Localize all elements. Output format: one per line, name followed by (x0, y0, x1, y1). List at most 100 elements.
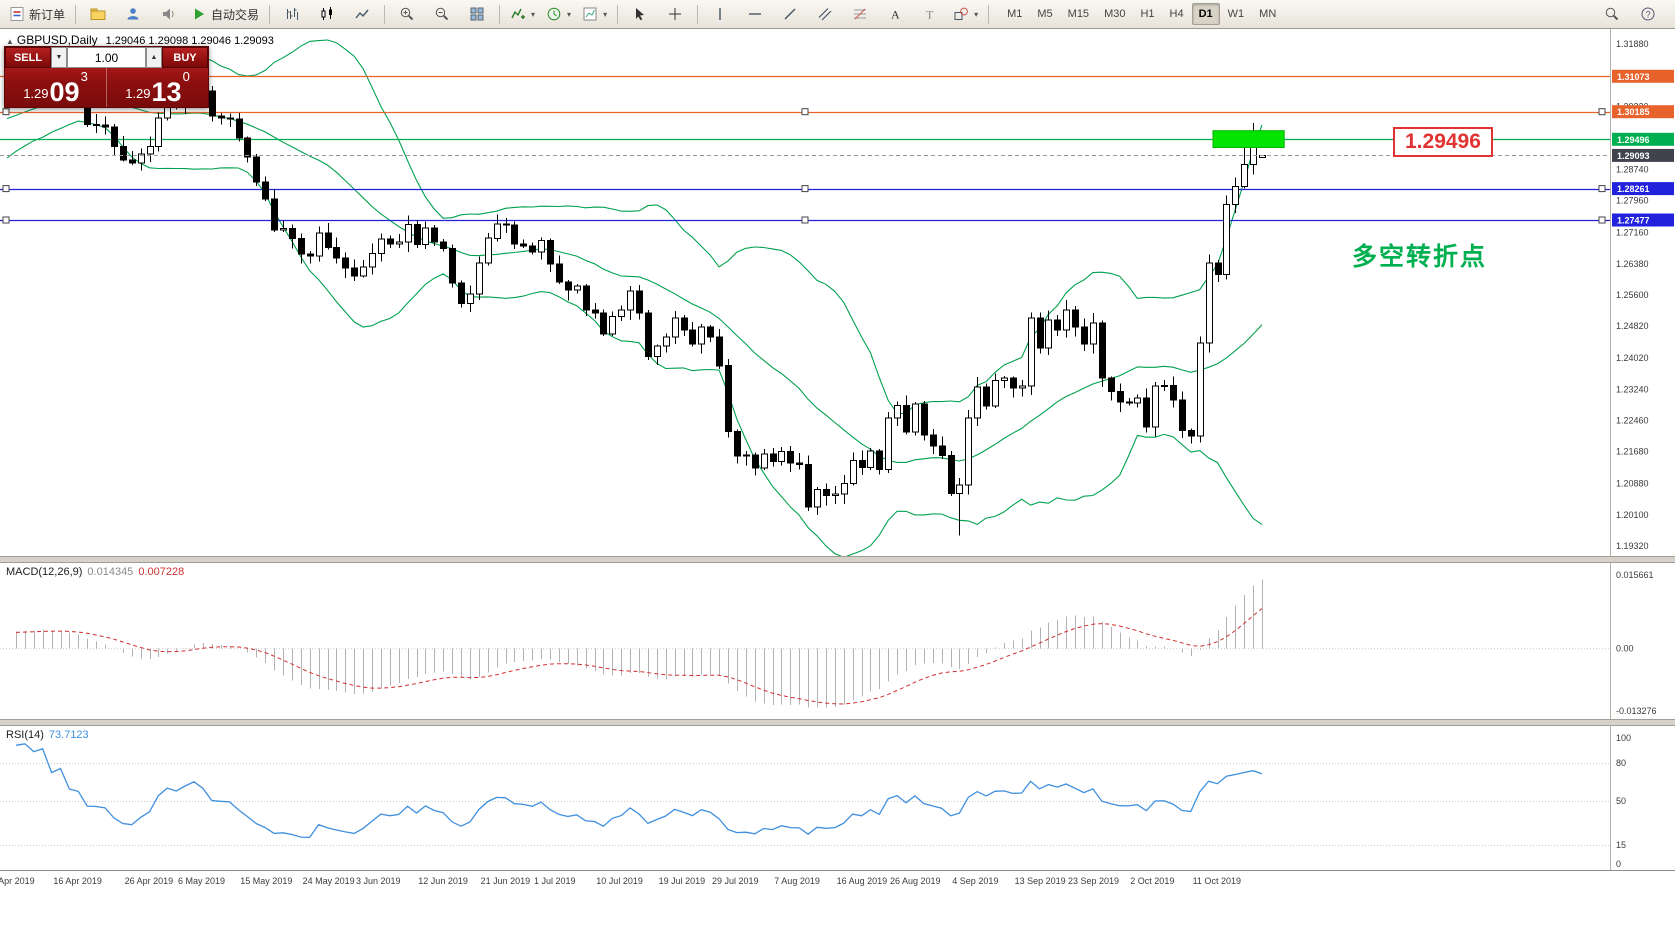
line-handle[interactable] (801, 216, 809, 224)
svg-text:1.24020: 1.24020 (1616, 353, 1649, 363)
timeframe-button-m15[interactable]: M15 (1067, 8, 1090, 20)
price-callout[interactable]: 1.29496 (1393, 127, 1493, 157)
svg-text:1.29093: 1.29093 (1617, 151, 1650, 161)
line-handle[interactable] (801, 185, 809, 193)
cursor-tool-button[interactable] (623, 2, 657, 26)
zoom-out-button[interactable] (425, 2, 459, 26)
timeframe-button-h4[interactable]: H4 (1169, 8, 1184, 20)
volume-input[interactable] (67, 47, 146, 68)
sell-button[interactable]: SELL (5, 47, 51, 68)
new-order-button[interactable]: 新订单 (4, 2, 70, 26)
search-button[interactable] (1595, 2, 1629, 26)
date-label: 13 Sep 2019 (1014, 876, 1066, 886)
label-tool-icon: T (926, 8, 934, 22)
toolbar-separator (617, 4, 619, 24)
volume-increment-button[interactable]: ▲ (146, 47, 162, 68)
price-tag-1.28261 (1612, 182, 1674, 196)
text-tool-button[interactable]: A (878, 2, 912, 26)
alerts-button[interactable] (151, 2, 185, 26)
svg-text:15: 15 (1616, 840, 1626, 850)
crosshair-tool-button[interactable] (658, 2, 692, 26)
main-chart-pane[interactable]: 1.318801.303201.287401.279601.271601.263… (0, 29, 1675, 556)
profiles-button[interactable] (116, 2, 150, 26)
help-button[interactable]: ? (1631, 2, 1665, 26)
buy-price[interactable]: 1.29 13 0 (107, 68, 208, 107)
time-axis[interactable]: 7 Apr 2019 16 Apr 2019 26 Apr 2019 6 May 20… (0, 870, 1675, 894)
templates-button[interactable]: ▾ (577, 2, 612, 26)
svg-text:1.24820: 1.24820 (1616, 321, 1649, 331)
rsi-value: 73.7123 (48, 729, 89, 741)
sell-price[interactable]: 1.29 09 3 (5, 68, 107, 107)
date-label: 21 Jun 2019 (480, 876, 531, 886)
turning-point-annotation[interactable]: 多空转折点 (1352, 243, 1488, 271)
autotrading-button[interactable]: 自动交易 (186, 2, 264, 26)
macd-label: MACD(12,26,9) 0.014345 0.007228 (6, 566, 184, 578)
tile-windows-button[interactable] (460, 2, 494, 26)
timeframe-button-m1[interactable]: M1 (1007, 8, 1023, 20)
sell-price-pips: 09 (49, 76, 80, 107)
line-chart-button[interactable] (345, 2, 379, 26)
new-order-label: 新订单 (29, 7, 66, 22)
svg-text:80: 80 (1616, 758, 1626, 768)
line-handle[interactable] (1598, 216, 1606, 224)
svg-text:1.31073: 1.31073 (1617, 72, 1650, 82)
svg-text:-0.013276: -0.013276 (1616, 706, 1657, 716)
vertical-line-tool-button[interactable] (703, 2, 737, 26)
indicators-button[interactable]: ▾ (505, 2, 540, 26)
date-label: 19 Jul 2019 (658, 876, 706, 886)
date-label: 2 Oct 2019 (1130, 876, 1175, 886)
timeframe-button-m30[interactable]: M30 (1104, 8, 1126, 20)
dropdown-caret-icon: ▾ (603, 9, 608, 19)
new-order-icon (10, 7, 24, 21)
svg-text:50: 50 (1616, 796, 1626, 806)
symbol-period-label: GBPUSD,Daily (16, 33, 98, 47)
volume-decrement-button[interactable]: ▼ (51, 47, 67, 68)
shapes-tool-button[interactable]: ▾ (948, 2, 983, 26)
line-handle[interactable] (1598, 185, 1606, 193)
zoom-in-button[interactable] (390, 2, 424, 26)
trendline-tool-button[interactable] (773, 2, 807, 26)
timeframe-button-h1[interactable]: H1 (1140, 8, 1155, 20)
macd-pane[interactable]: 0.015661 0.00 -0.013276 MACD(12,26,9) 0.014… (0, 563, 1675, 719)
timeframe-button-m5[interactable]: M5 (1037, 8, 1053, 20)
price-tag-1.29496 (1612, 132, 1674, 146)
line-handle[interactable] (2, 185, 10, 193)
collapse-icon[interactable]: ▲ (6, 37, 14, 46)
periods-button[interactable]: ▾ (541, 2, 576, 26)
buy-button[interactable]: BUY (162, 47, 208, 68)
date-label: 12 Jun 2019 (418, 876, 468, 886)
ohlc-values: 1.29046 1.29098 1.29046 1.29093 (105, 35, 274, 47)
date-label: 3 Jun 2019 (356, 876, 401, 886)
svg-text:T: T (926, 8, 934, 22)
date-label: 15 May 2019 (240, 876, 293, 886)
timeframe-button-d1[interactable]: D1 (1191, 3, 1220, 25)
label-tool-button[interactable]: T (913, 2, 947, 26)
timeframe-button-w1[interactable]: W1 (1227, 8, 1245, 20)
pane-divider[interactable] (0, 556, 1675, 563)
fibonacci-tool-button[interactable] (843, 2, 877, 26)
date-label: 4 Sep 2019 (952, 876, 999, 886)
text-tool-icon: A (891, 8, 900, 22)
charts-folder-button[interactable] (81, 2, 115, 26)
macd-canvas: 0.015661 0.00 -0.013276 (0, 563, 1657, 719)
svg-text:1.19320: 1.19320 (1616, 541, 1649, 551)
candlestick-chart-button[interactable] (310, 2, 344, 26)
zoom-in-icon (400, 7, 414, 21)
horizontal-line-tool-button[interactable] (738, 2, 772, 26)
line-handle[interactable] (1598, 108, 1606, 116)
channel-tool-button[interactable] (808, 2, 842, 26)
channel-icon (818, 8, 832, 21)
highlight-rectangle[interactable] (1212, 130, 1285, 148)
line-handle[interactable] (2, 216, 10, 224)
trade-panel-controls: SELL ▼ ▲ BUY (5, 47, 208, 68)
line-handle[interactable] (801, 108, 809, 116)
alerts-icon (163, 8, 174, 20)
date-label: 11 Oct 2019 (1192, 876, 1241, 886)
rsi-pane[interactable]: 100 80 50 15 0 RSI(14) 73.7123 (0, 726, 1675, 870)
price-tag-1.27477 (1612, 213, 1674, 227)
pane-divider[interactable] (0, 719, 1675, 726)
line-handle[interactable] (2, 108, 10, 116)
timeframe-button-mn[interactable]: MN (1259, 8, 1277, 20)
bar-chart-button[interactable] (275, 2, 309, 26)
